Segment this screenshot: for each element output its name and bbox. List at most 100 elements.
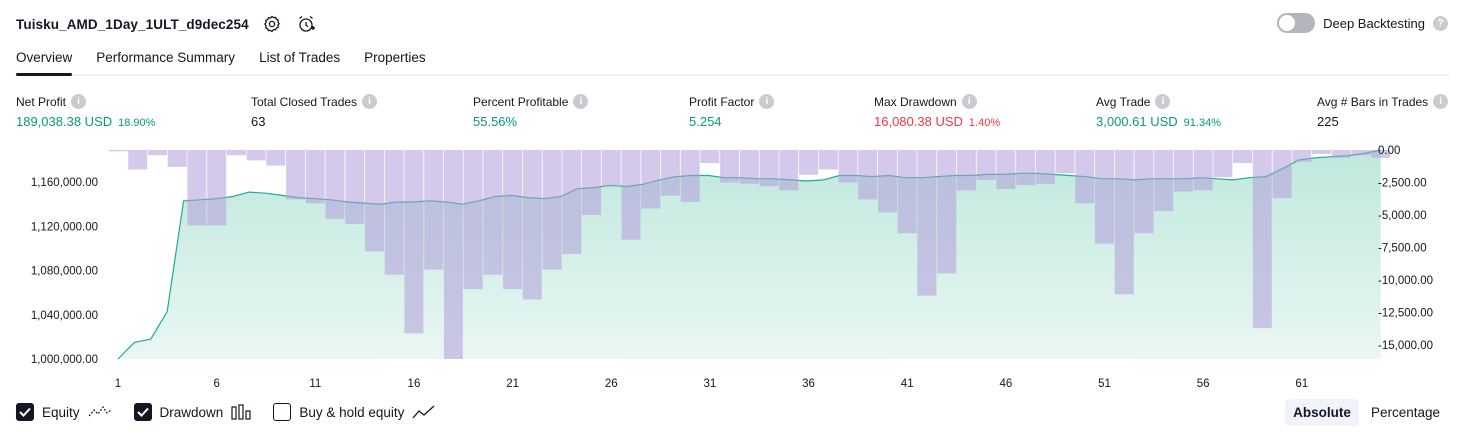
info-icon[interactable]: i	[961, 94, 977, 109]
metric-percent: 18.90%	[118, 117, 156, 129]
deep-backtesting-label: Deep Backtesting	[1323, 15, 1425, 31]
right-axis-tick: -7,500.00	[1378, 242, 1427, 254]
drawdown-bar	[1213, 150, 1233, 178]
drawdown-bar	[148, 150, 167, 156]
drawdown-bar	[424, 150, 444, 270]
metric-percent: 1.40%	[968, 117, 1001, 129]
right-axis-tick: -12,500.00	[1378, 307, 1433, 319]
legend-buy-hold[interactable]: Buy & hold equity	[273, 403, 436, 421]
legend-drawdown[interactable]: Drawdown	[133, 403, 252, 421]
drawdown-bar	[660, 150, 680, 196]
info-icon[interactable]: i	[71, 94, 87, 109]
add-alert-icon[interactable]	[295, 13, 317, 35]
metric-label: Percent Profitable	[473, 94, 569, 109]
buy-hold-line-icon	[412, 405, 435, 419]
right-axis-tick: 0.00	[1378, 145, 1400, 157]
tab-list-of-trades[interactable]: List of Trades	[259, 50, 341, 65]
drawdown-bar	[838, 150, 858, 183]
scale-mode-switch: Absolute Percentage	[1285, 399, 1448, 426]
drawdown-bar	[799, 150, 819, 175]
metric-value: 55.56%	[473, 114, 518, 129]
drawdown-bar	[582, 150, 601, 215]
metric-total-closed-trades: Total Closed Trades i 63	[251, 94, 378, 129]
toggle-knob	[1279, 15, 1296, 31]
drawdown-bar	[1154, 150, 1174, 212]
tab-overview[interactable]: Overview	[16, 44, 73, 76]
settings-icon[interactable]	[261, 13, 283, 35]
metric-label: Avg Trade	[1096, 94, 1151, 109]
drawdown-bar	[1371, 150, 1391, 158]
legend-equity[interactable]: Equity	[16, 403, 112, 421]
drawdown-bar	[1312, 150, 1331, 154]
buy-hold-checkbox[interactable]	[273, 403, 292, 421]
drawdown-bar	[720, 150, 740, 183]
metric-net-profit: Net Profit i 189,038.38 USD 18.90%	[16, 94, 155, 129]
right-axis-tick: -5,000.00	[1378, 210, 1427, 222]
metric-value: 63	[251, 114, 266, 129]
right-axis-tick: -2,500.00	[1378, 177, 1427, 189]
chart-legend: Equity Drawdown Buy & hold equity	[16, 403, 436, 421]
drawdown-bar	[1331, 150, 1351, 158]
info-icon[interactable]: i	[1155, 94, 1171, 109]
tab-properties[interactable]: Properties	[364, 50, 426, 65]
drawdown-bar	[404, 150, 424, 334]
metric-value: 16,080.38 USD	[874, 114, 963, 129]
metrics-row: Net Profit i 189,038.38 USD 18.90% Total C…	[16, 94, 1450, 134]
metric-label: Total Closed Trades	[251, 94, 358, 109]
left-axis-tick: 1,160,000.00	[31, 177, 98, 189]
drawdown-bar	[680, 150, 700, 202]
x-axis-tick: 11	[309, 378, 321, 390]
drawdown-bar	[1055, 150, 1075, 174]
info-icon[interactable]: i	[1433, 94, 1449, 109]
drawdown-bar	[226, 150, 246, 156]
tab-performance-summary[interactable]: Performance Summary	[96, 50, 236, 65]
drawdown-bar	[384, 150, 404, 275]
drawdown-bar	[621, 150, 641, 240]
metric-value: 189,038.38 USD	[16, 114, 113, 129]
left-axis-tick: 1,000,000.00	[31, 354, 98, 366]
metric-avg-trade: Avg Trade i 3,000.61 USD 91.34%	[1096, 94, 1221, 129]
drawdown-bar	[858, 150, 878, 200]
drawdown-bar	[700, 150, 720, 163]
drawdown-bar	[1035, 150, 1055, 184]
legend-label: Equity	[42, 404, 80, 420]
drawdown-bar	[1016, 150, 1036, 186]
metric-profit-factor: Profit Factor i 5.254	[689, 94, 775, 129]
right-axis-tick: -15,000.00	[1378, 340, 1433, 352]
drawdown-bar	[522, 150, 542, 300]
drawdown-bar	[365, 150, 384, 252]
info-icon[interactable]: i	[362, 94, 378, 109]
drawdown-bar	[483, 150, 503, 275]
drawdown-bar	[345, 150, 365, 225]
drawdown-bar	[207, 150, 227, 226]
drawdown-bar	[503, 150, 523, 290]
deep-backtesting-toggle[interactable]	[1277, 13, 1316, 33]
drawdown-bar	[1075, 150, 1095, 204]
x-axis-tick: 51	[1098, 378, 1111, 390]
info-icon[interactable]: i	[759, 94, 775, 109]
drawdown-bar	[305, 150, 325, 204]
x-axis-tick: 21	[506, 378, 519, 390]
drawdown-bar	[1114, 150, 1134, 295]
drawdown-bar	[286, 150, 306, 200]
percentage-button[interactable]: Percentage	[1370, 405, 1440, 420]
left-axis-tick: 1,080,000.00	[31, 266, 98, 278]
drawdown-bar	[779, 150, 799, 191]
absolute-button[interactable]: Absolute	[1285, 399, 1359, 426]
info-icon[interactable]: i	[573, 94, 589, 109]
metric-percent: 91.34%	[1183, 117, 1221, 129]
equity-drawdown-chart[interactable]: 1,000,000.00 1,040,000.00 1,080,000.00 1,12…	[0, 138, 1466, 396]
equity-checkbox[interactable]	[16, 403, 34, 421]
drawdown-checkbox[interactable]	[133, 403, 152, 421]
x-axis-tick: 6	[213, 378, 219, 390]
drawdown-bar	[128, 150, 148, 170]
metric-percent-profitable: Percent Profitable i 55.56%	[473, 94, 589, 129]
drawdown-bar	[562, 150, 582, 254]
metric-value: 3,000.61 USD	[1096, 114, 1178, 129]
drawdown-bar	[542, 150, 562, 270]
metric-max-drawdown: Max Drawdown i 16,080.38 USD 1.40%	[874, 94, 1000, 129]
report-tabs: Overview Performance Summary List of Tra…	[16, 44, 1450, 76]
x-axis-tick: 31	[704, 378, 717, 390]
drawdown-bar	[996, 150, 1016, 189]
help-icon[interactable]: ?	[1433, 15, 1448, 31]
